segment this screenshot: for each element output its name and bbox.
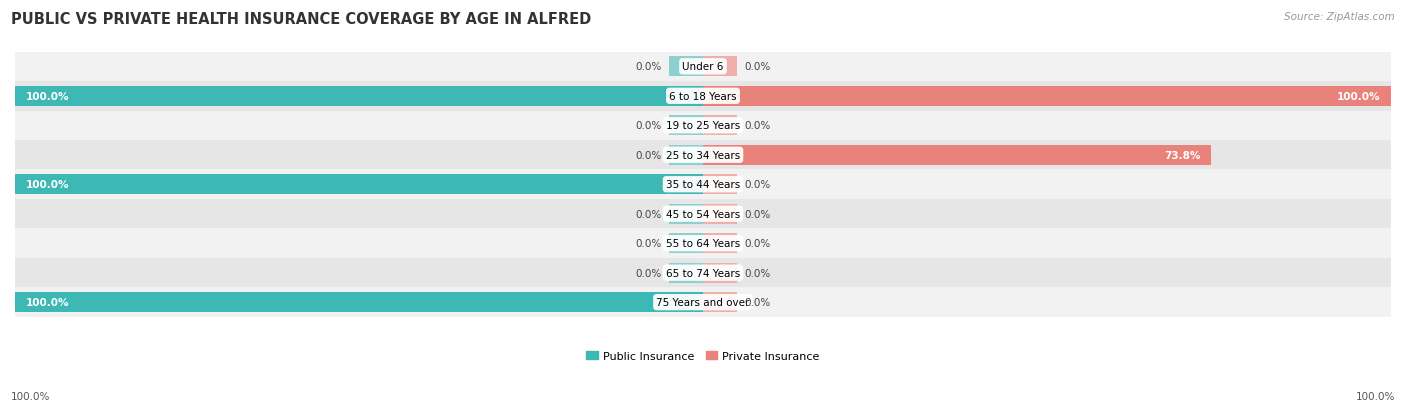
Text: 100.0%: 100.0%	[11, 391, 51, 401]
Bar	[15, 141, 1391, 170]
Text: 100.0%: 100.0%	[25, 297, 69, 307]
Bar	[669, 234, 703, 254]
Text: 0.0%: 0.0%	[636, 209, 662, 219]
Bar	[15, 111, 1391, 141]
Text: 35 to 44 Years: 35 to 44 Years	[666, 180, 740, 190]
Bar	[703, 263, 737, 283]
Bar	[15, 258, 1391, 288]
Text: Source: ZipAtlas.com: Source: ZipAtlas.com	[1284, 12, 1395, 22]
Text: 25 to 34 Years: 25 to 34 Years	[666, 150, 740, 160]
Bar	[669, 116, 703, 136]
Text: 0.0%: 0.0%	[744, 180, 770, 190]
Bar	[703, 57, 737, 77]
Text: 100.0%: 100.0%	[25, 180, 69, 190]
Text: 0.0%: 0.0%	[744, 297, 770, 307]
Bar	[15, 170, 1391, 199]
Bar	[703, 204, 737, 224]
Bar	[703, 87, 1391, 107]
Text: 0.0%: 0.0%	[636, 62, 662, 72]
Bar	[15, 175, 703, 195]
Text: 0.0%: 0.0%	[744, 268, 770, 278]
Bar	[669, 145, 703, 165]
Text: 0.0%: 0.0%	[636, 268, 662, 278]
Bar	[15, 292, 703, 313]
Text: 45 to 54 Years: 45 to 54 Years	[666, 209, 740, 219]
Bar	[15, 87, 703, 107]
Text: 19 to 25 Years: 19 to 25 Years	[666, 121, 740, 131]
Bar	[703, 145, 1211, 165]
Bar	[669, 204, 703, 224]
Bar	[703, 234, 737, 254]
Text: 0.0%: 0.0%	[744, 121, 770, 131]
Text: 0.0%: 0.0%	[636, 239, 662, 249]
Text: 65 to 74 Years: 65 to 74 Years	[666, 268, 740, 278]
Bar	[703, 292, 737, 313]
Legend: Public Insurance, Private Insurance: Public Insurance, Private Insurance	[582, 346, 824, 365]
Bar	[703, 116, 737, 136]
Bar	[15, 52, 1391, 82]
Text: 0.0%: 0.0%	[744, 62, 770, 72]
Bar	[669, 57, 703, 77]
Bar	[669, 263, 703, 283]
Text: 75 Years and over: 75 Years and over	[657, 297, 749, 307]
Text: 6 to 18 Years: 6 to 18 Years	[669, 92, 737, 102]
Text: 100.0%: 100.0%	[1355, 391, 1395, 401]
Bar	[15, 82, 1391, 111]
Text: Under 6: Under 6	[682, 62, 724, 72]
Text: 100.0%: 100.0%	[25, 92, 69, 102]
Text: 73.8%: 73.8%	[1164, 150, 1201, 160]
Text: 0.0%: 0.0%	[636, 121, 662, 131]
Bar	[703, 175, 737, 195]
Text: 100.0%: 100.0%	[1337, 92, 1381, 102]
Bar	[15, 229, 1391, 258]
Text: 55 to 64 Years: 55 to 64 Years	[666, 239, 740, 249]
Text: PUBLIC VS PRIVATE HEALTH INSURANCE COVERAGE BY AGE IN ALFRED: PUBLIC VS PRIVATE HEALTH INSURANCE COVER…	[11, 12, 592, 27]
Text: 0.0%: 0.0%	[744, 209, 770, 219]
Bar	[15, 288, 1391, 317]
Bar	[15, 199, 1391, 229]
Text: 0.0%: 0.0%	[744, 239, 770, 249]
Text: 0.0%: 0.0%	[636, 150, 662, 160]
